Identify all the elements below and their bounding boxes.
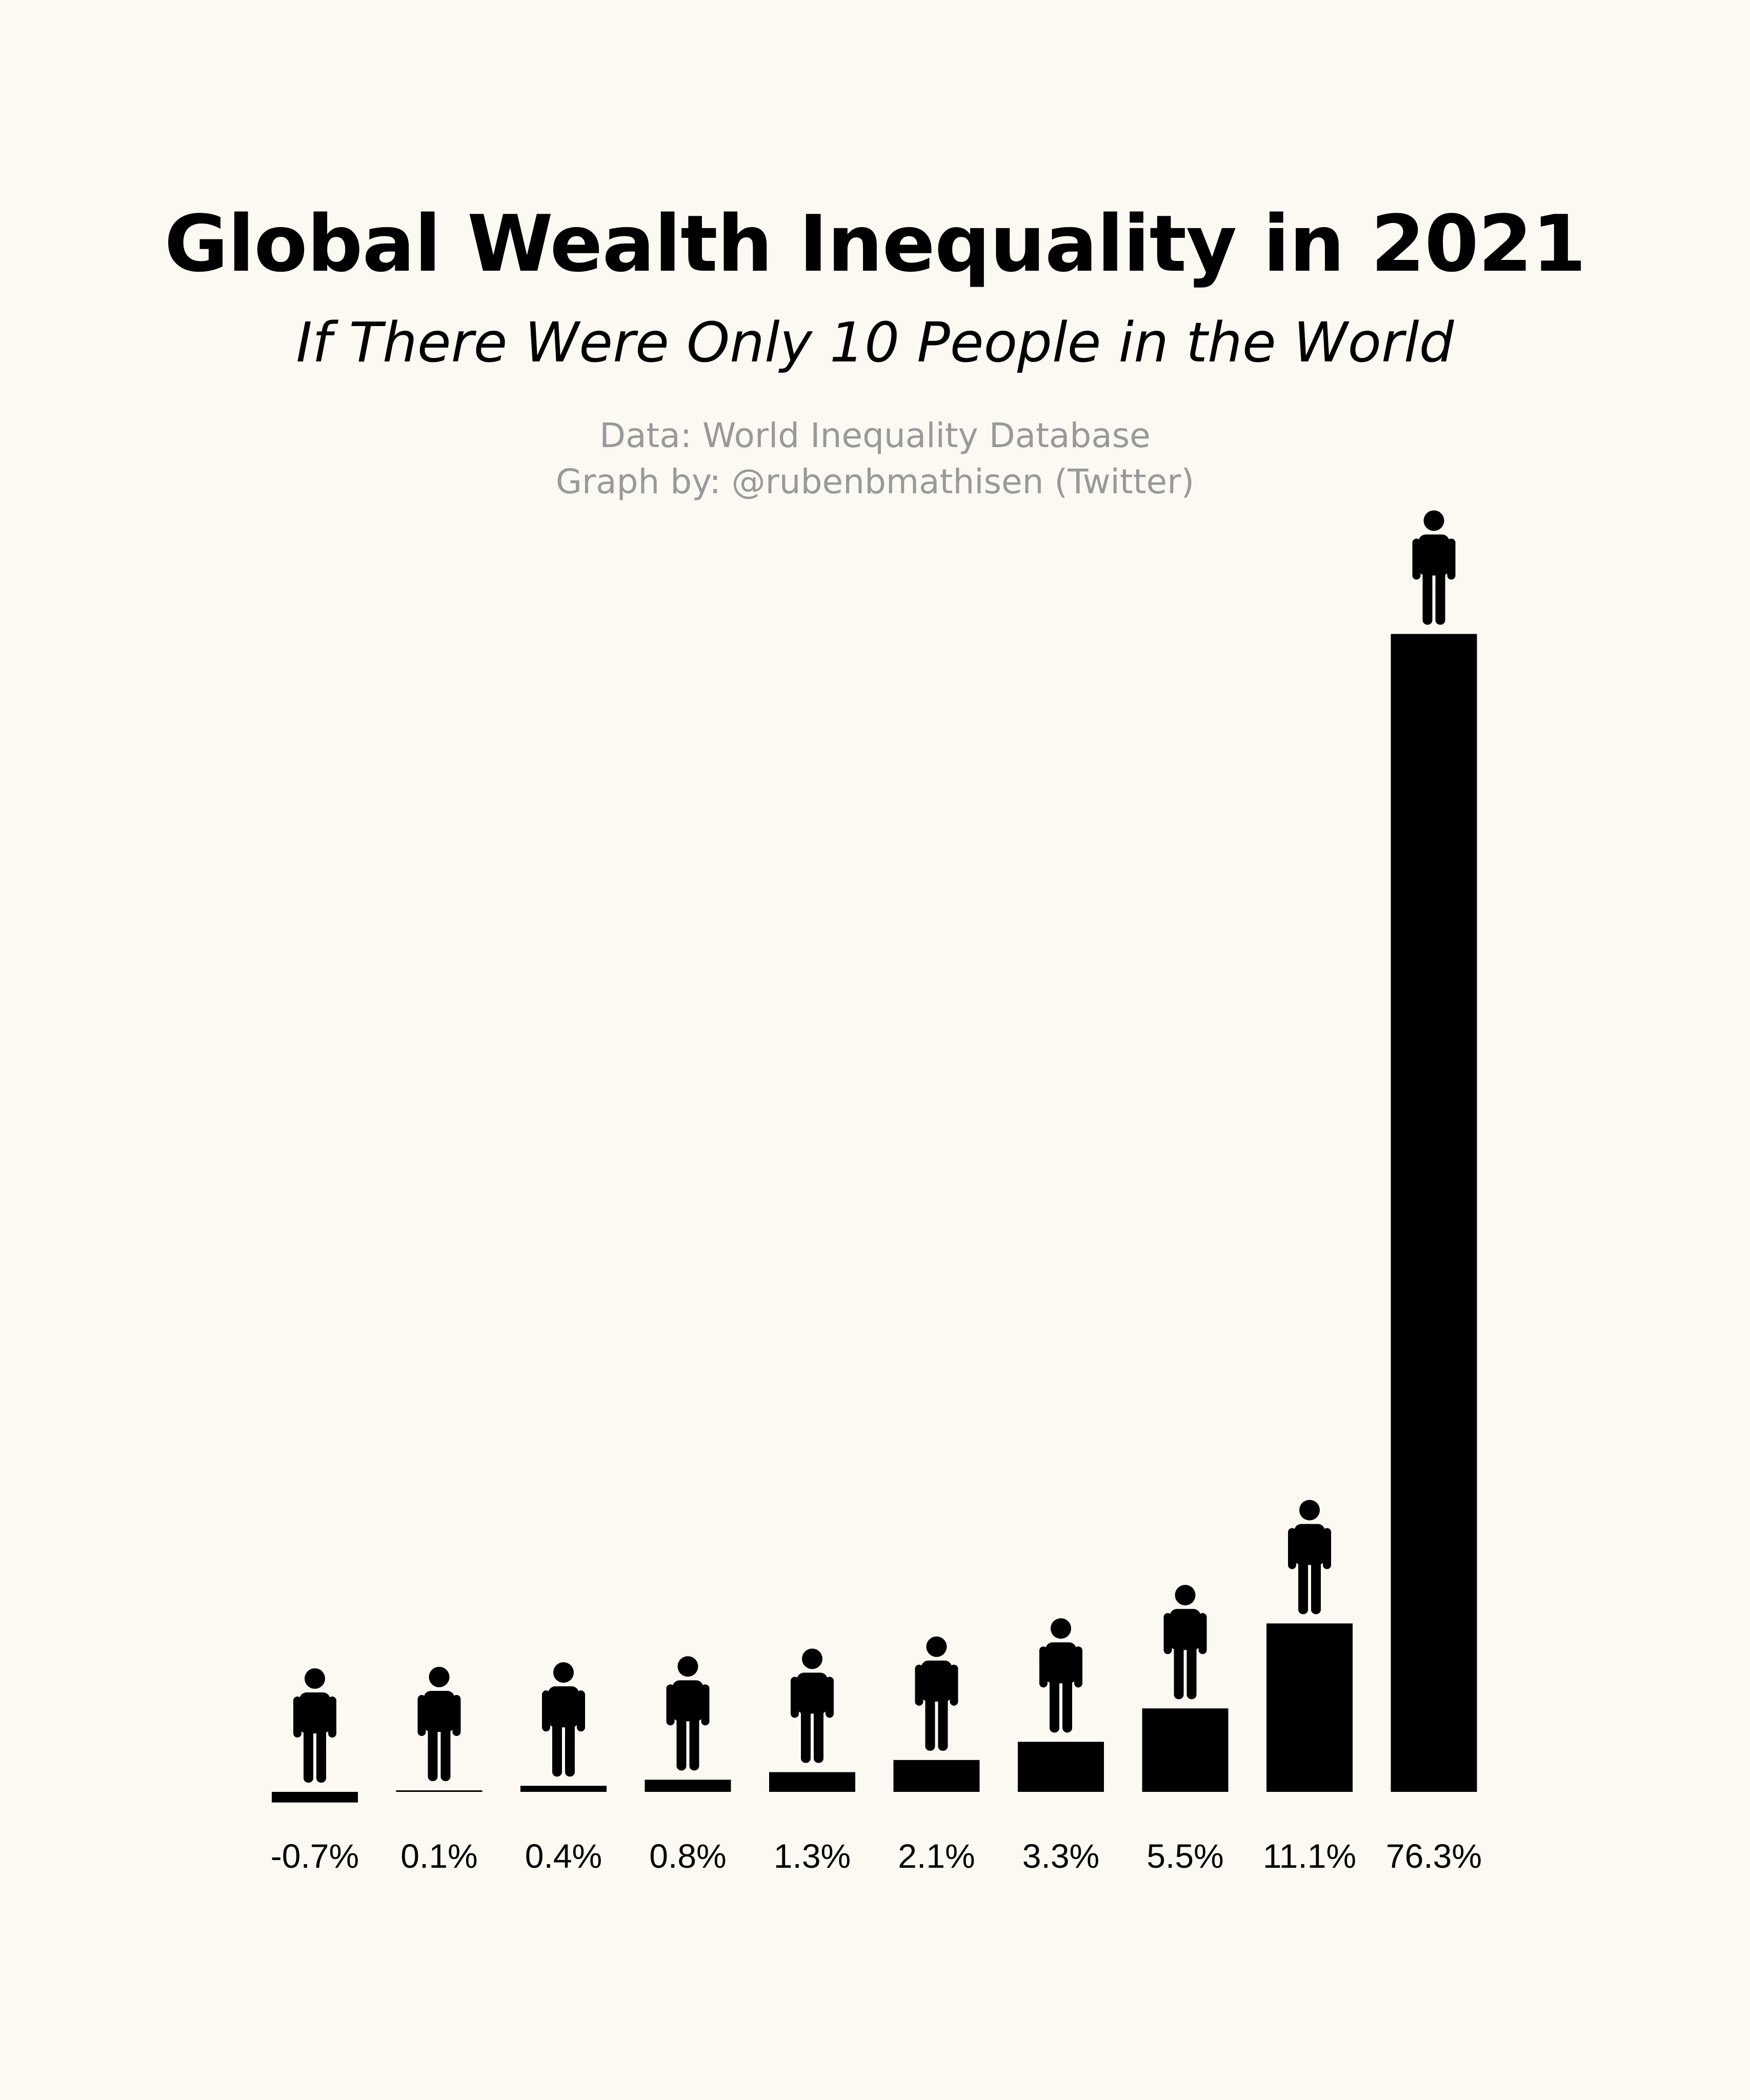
- tick-label: 5.5%: [1146, 1837, 1223, 1875]
- person-icon: [915, 1636, 958, 1751]
- bar-11.1%: [1266, 1623, 1353, 1792]
- person-icon: [666, 1656, 710, 1771]
- tick-label: 3.3%: [1022, 1837, 1099, 1875]
- bar-1.3%: [769, 1772, 855, 1792]
- bar-5.5%: [1142, 1708, 1229, 1792]
- person-icon: [293, 1668, 336, 1783]
- bar-0.1%: [396, 1790, 482, 1792]
- graph-author-credit: Graph by: @rubenbmathisen (Twitter): [555, 462, 1195, 501]
- tick-label: 0.4%: [525, 1837, 602, 1875]
- person-icon: [542, 1662, 585, 1777]
- person-icon: [1163, 1585, 1207, 1700]
- bar-0.4%: [520, 1786, 607, 1792]
- person-icon: [1039, 1618, 1082, 1733]
- person-icon: [417, 1667, 461, 1781]
- tick-label: 0.1%: [400, 1837, 477, 1875]
- tick-label: -0.7%: [271, 1837, 359, 1875]
- person-icon: [1288, 1500, 1331, 1614]
- chart-subtitle: If There Were Only 10 People in the Worl…: [296, 311, 1454, 375]
- tick-label: 76.3%: [1386, 1837, 1482, 1875]
- chart-title: Global Wealth Inequality in 2021: [164, 198, 1586, 289]
- tick-label: 11.1%: [1263, 1837, 1356, 1875]
- tick-label: 1.3%: [774, 1837, 851, 1875]
- person-icon: [791, 1648, 834, 1763]
- tick-label: 2.1%: [898, 1837, 975, 1875]
- data-source-credit: Data: World Inequality Database: [599, 416, 1151, 455]
- tick-label: 0.8%: [649, 1837, 726, 1875]
- bar-0.8%: [645, 1780, 731, 1792]
- bar-2.1%: [893, 1760, 980, 1792]
- bar-76.3%: [1391, 634, 1477, 1792]
- bar--0.7%: [272, 1792, 358, 1803]
- bar-3.3%: [1018, 1742, 1104, 1792]
- person-icon: [1412, 510, 1456, 625]
